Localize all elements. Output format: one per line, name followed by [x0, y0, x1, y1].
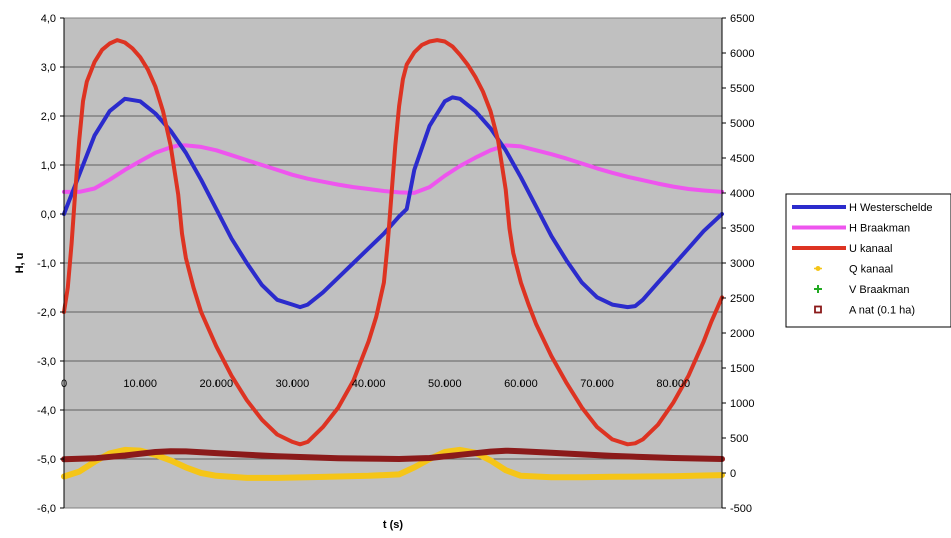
y2-tick-label: 5000	[730, 118, 754, 130]
y-tick-label: -1,0	[37, 258, 56, 270]
legend-marker	[814, 305, 822, 314]
legend-label: A nat (0.1 ha)	[849, 305, 915, 317]
x-tick-label: 40.000	[352, 378, 386, 390]
y-tick-label: -3,0	[37, 356, 56, 368]
legend-label: H Braakman	[849, 223, 910, 235]
y2-tick-label: 6500	[730, 13, 754, 25]
y2-tick-label: 1000	[730, 398, 754, 410]
y2-tick-label: 500	[730, 433, 748, 445]
y-tick-label: -2,0	[37, 307, 56, 319]
legend: H Westerschelde H Braakman U kanaal Q kanaa…	[785, 193, 951, 328]
x-tick-label: 30.000	[276, 378, 310, 390]
x-tick-label: 80.000	[656, 378, 690, 390]
axes: 4,0 3,0 2,0 1,0 0,0 -1,0 -2,0 -3,0 -4,0 -5,0 -6,0 6…	[37, 13, 754, 515]
legend-label: U kanaal	[849, 243, 892, 255]
y-tick-label: -4,0	[37, 405, 56, 417]
series-layer	[61, 38, 725, 481]
legend-box	[785, 193, 951, 328]
y-axis-title: H, u	[14, 253, 26, 274]
y-tick-label: 2,0	[41, 111, 56, 123]
y2-tick-label: 3500	[730, 223, 754, 235]
legend-label: H Westerschelde	[849, 202, 933, 214]
series-line-a-nat-0-1-ha-	[61, 447, 725, 463]
x-tick-label: 60.000	[504, 378, 538, 390]
y-tick-label: 4,0	[41, 13, 56, 25]
y-tick-label: 1,0	[41, 160, 56, 172]
y2-tick-label: 4000	[730, 188, 754, 200]
x-axis-title: t (s)	[383, 519, 404, 531]
y2-tick-label: 0	[730, 468, 736, 480]
y2-tick-label: 2500	[730, 293, 754, 305]
y-tick-label: 0,0	[41, 209, 56, 221]
y2-tick-label: 5500	[730, 83, 754, 95]
series-line-h-braakman	[62, 143, 724, 195]
y2-tick-label: 3000	[730, 258, 754, 270]
y2-tick-label: 2000	[730, 328, 754, 340]
y2-tick-label: 6000	[730, 48, 754, 60]
y-tick-label: -6,0	[37, 503, 56, 515]
series-line-u-kanaal	[62, 38, 724, 447]
x-tick-label: 70.000	[580, 378, 614, 390]
series-line-h-westerschelde	[62, 95, 724, 310]
y-tick-label: -5,0	[37, 454, 56, 466]
legend-label: V Braakman	[849, 284, 910, 296]
y2-tick-label: 4500	[730, 153, 754, 165]
x-tick-label: 50.000	[428, 378, 462, 390]
legend-label: Q kanaal	[849, 264, 893, 276]
y2-tick-label: -500	[730, 503, 752, 515]
y2-tick-label: 1500	[730, 363, 754, 375]
x-tick-label: 10.000	[123, 378, 157, 390]
x-tick-label: 20.000	[199, 378, 233, 390]
y-tick-label: 3,0	[41, 62, 56, 74]
